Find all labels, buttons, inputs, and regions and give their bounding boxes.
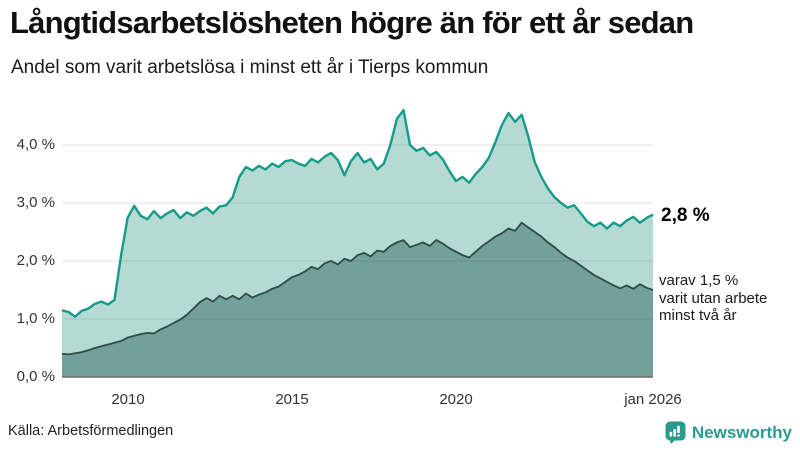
newsworthy-wordmark: Newsworthy	[691, 423, 792, 442]
line-series-min-one-year	[61, 109, 654, 318]
x-tick-jan-2026: jan 2026	[624, 391, 682, 408]
unemployment-area-chart	[61, 109, 654, 378]
x-tick-2020: 2020	[439, 391, 473, 408]
latest-value-label: 2,8 %	[661, 205, 710, 226]
source-credit: Källa: Arbetsförmedlingen	[8, 423, 174, 439]
area-series-min-two-years	[62, 222, 653, 377]
page-subtitle: Andel som varit arbetslösa i minst ett å…	[11, 57, 489, 78]
gridlines	[62, 144, 653, 320]
y-tick-1: 1,0 %	[16, 310, 55, 327]
x-tick-2010: 2010	[111, 391, 145, 408]
y-tick-3: 3,0 %	[16, 194, 55, 211]
two-year-annotation: varav 1,5 % varit utan arbete minst två …	[659, 272, 767, 325]
x-tick-2015: 2015	[275, 391, 309, 408]
newsworthy-logo[interactable]: Newsworthy	[665, 421, 792, 445]
y-tick-0: 0,0 %	[16, 368, 55, 385]
y-tick-2: 2,0 %	[16, 252, 55, 269]
line-series-min-two-years	[61, 221, 654, 356]
annotation-line-1: varav 1,5 %	[659, 272, 739, 289]
annotation-line-3: minst två år	[659, 307, 737, 324]
page-title: Långtidsarbetslösheten högre än för ett …	[10, 5, 694, 40]
newsworthy-icon	[665, 421, 686, 444]
y-tick-4: 4,0 %	[16, 136, 55, 153]
annotation-line-2: varit utan arbete	[659, 289, 768, 307]
